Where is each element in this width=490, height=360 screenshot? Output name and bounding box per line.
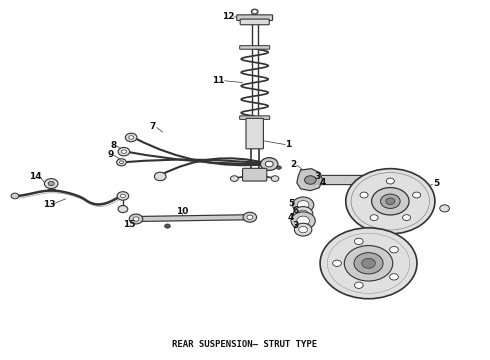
Circle shape [403, 215, 411, 221]
FancyBboxPatch shape [240, 46, 270, 49]
Text: 5: 5 [433, 179, 440, 188]
Circle shape [117, 192, 129, 200]
Circle shape [381, 194, 400, 208]
Circle shape [291, 212, 315, 230]
Circle shape [243, 212, 257, 222]
Polygon shape [136, 215, 250, 221]
Circle shape [333, 260, 342, 266]
Circle shape [271, 176, 279, 181]
Circle shape [118, 206, 128, 213]
Circle shape [386, 198, 395, 204]
Text: 6: 6 [292, 206, 298, 215]
Circle shape [354, 282, 363, 288]
Text: 15: 15 [123, 220, 136, 229]
Text: 9: 9 [107, 150, 114, 159]
Circle shape [154, 172, 166, 181]
Circle shape [371, 188, 409, 215]
Circle shape [129, 136, 134, 139]
Circle shape [370, 215, 378, 221]
Circle shape [45, 179, 58, 189]
Circle shape [390, 247, 398, 253]
Text: 5: 5 [288, 198, 294, 207]
Text: 7: 7 [150, 122, 156, 131]
Text: 11: 11 [212, 76, 224, 85]
Circle shape [230, 176, 238, 181]
FancyBboxPatch shape [243, 168, 267, 181]
Circle shape [297, 216, 309, 225]
Circle shape [298, 210, 308, 217]
Circle shape [320, 228, 417, 299]
Circle shape [120, 161, 123, 164]
Circle shape [129, 214, 143, 224]
Text: 8: 8 [110, 141, 116, 150]
Text: 4: 4 [319, 178, 326, 187]
Circle shape [253, 10, 256, 13]
Circle shape [122, 150, 126, 153]
Circle shape [299, 226, 308, 233]
Circle shape [305, 176, 316, 184]
Circle shape [294, 207, 313, 221]
Circle shape [346, 168, 435, 234]
Circle shape [133, 217, 139, 221]
Circle shape [440, 205, 449, 212]
Circle shape [276, 166, 281, 169]
Text: 1: 1 [286, 140, 292, 149]
Circle shape [354, 238, 363, 244]
Circle shape [294, 223, 312, 236]
Circle shape [247, 215, 253, 219]
Circle shape [251, 15, 259, 21]
Circle shape [344, 246, 393, 281]
Circle shape [261, 158, 278, 170]
Circle shape [121, 194, 125, 198]
FancyBboxPatch shape [237, 15, 272, 21]
Circle shape [297, 201, 309, 209]
FancyBboxPatch shape [318, 175, 368, 185]
Circle shape [251, 9, 258, 14]
Circle shape [165, 224, 171, 228]
Circle shape [11, 193, 19, 199]
Circle shape [293, 197, 314, 213]
Circle shape [362, 258, 375, 268]
Circle shape [413, 192, 420, 198]
FancyBboxPatch shape [246, 118, 264, 149]
Circle shape [125, 133, 137, 142]
Text: 3: 3 [292, 221, 298, 230]
Text: REAR SUSPENSION– STRUT TYPE: REAR SUSPENSION– STRUT TYPE [172, 341, 318, 350]
Text: 4: 4 [288, 213, 294, 222]
Circle shape [117, 159, 126, 166]
Circle shape [49, 181, 54, 186]
Text: 12: 12 [222, 13, 234, 22]
FancyBboxPatch shape [240, 19, 269, 25]
Text: 10: 10 [176, 207, 188, 216]
Circle shape [360, 192, 368, 198]
Circle shape [386, 178, 394, 184]
Text: 2: 2 [290, 159, 296, 168]
Text: 14: 14 [29, 172, 42, 181]
Circle shape [354, 253, 383, 274]
Polygon shape [297, 168, 322, 191]
Circle shape [390, 274, 398, 280]
Text: 13: 13 [43, 200, 55, 209]
Circle shape [266, 161, 273, 167]
FancyBboxPatch shape [240, 116, 270, 120]
Circle shape [118, 147, 130, 156]
Text: 3: 3 [315, 172, 321, 181]
